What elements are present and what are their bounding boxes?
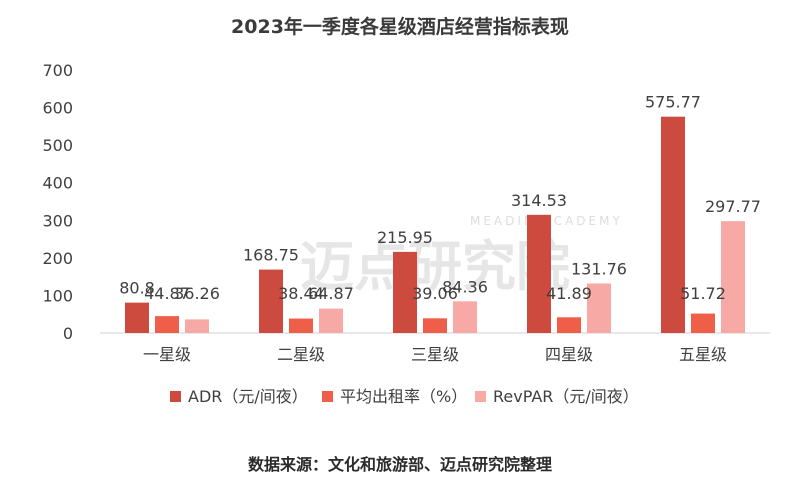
legend-swatch-2 xyxy=(322,391,333,402)
x-tick-label: 五星级 xyxy=(679,345,727,364)
legend-swatch-3 xyxy=(475,391,486,402)
data-label: 215.95 xyxy=(377,228,433,247)
y-tick-label: 700 xyxy=(42,61,73,80)
legend-swatch-1 xyxy=(170,391,181,402)
data-label: 314.53 xyxy=(511,191,567,210)
y-tick-label: 100 xyxy=(42,286,73,305)
bar-1-2 xyxy=(259,269,283,333)
y-tick-label: 500 xyxy=(42,136,73,155)
source-note: 数据来源：文化和旅游部、迈点研究院整理 xyxy=(248,455,552,474)
bar-1-5 xyxy=(661,116,685,333)
x-tick-label: 一星级 xyxy=(143,345,191,364)
data-label: 131.76 xyxy=(571,259,627,278)
data-label: 297.77 xyxy=(705,197,761,216)
bar-2-4 xyxy=(557,317,581,333)
data-label: 41.89 xyxy=(546,284,592,303)
bar-1-4 xyxy=(527,214,551,333)
y-tick-label: 0 xyxy=(63,324,73,343)
legend-label-1: ADR（元/间夜） xyxy=(188,387,308,406)
x-tick-label: 四星级 xyxy=(545,345,593,364)
legend: ADR（元/间夜） 平均出租率（%） RevPAR（元/间夜） xyxy=(170,387,639,406)
bar-2-1 xyxy=(155,316,179,333)
bar-2-3 xyxy=(423,318,447,333)
data-label: 36.26 xyxy=(174,284,220,303)
data-label: 38.44 xyxy=(278,284,324,303)
chart-title: 2023年一季度各星级酒店经营指标表现 xyxy=(231,15,569,38)
bar-3-4 xyxy=(587,283,611,333)
x-tick-label: 三星级 xyxy=(411,345,459,364)
y-tick-label: 300 xyxy=(42,211,73,230)
y-axis: 0 100 200 300 400 500 600 700 xyxy=(42,61,73,343)
y-tick-label: 400 xyxy=(42,174,73,193)
bar-3-2 xyxy=(319,308,343,333)
data-label: 168.75 xyxy=(243,246,299,265)
bar-2-2 xyxy=(289,318,313,333)
data-label: 44.87 xyxy=(144,284,190,303)
watermark-text: 迈点研究院 xyxy=(300,235,570,298)
bar-3-5 xyxy=(721,221,745,333)
bar-1-3 xyxy=(393,251,417,333)
data-label: 84.36 xyxy=(442,277,488,296)
y-tick-label: 600 xyxy=(42,99,73,118)
bar-3-1 xyxy=(185,319,209,333)
data-label: 575.77 xyxy=(645,93,701,112)
x-tick-label: 二星级 xyxy=(277,345,325,364)
bar-3-3 xyxy=(453,301,477,333)
bars xyxy=(125,116,745,333)
bar-1-1 xyxy=(125,302,149,333)
y-tick-label: 200 xyxy=(42,249,73,268)
data-label: 51.72 xyxy=(680,284,726,303)
legend-label-3: RevPAR（元/间夜） xyxy=(493,387,639,406)
bar-2-5 xyxy=(691,313,715,333)
x-axis: 一星级 二星级 三星级 四星级 五星级 xyxy=(143,345,727,364)
data-label: 80.8 xyxy=(119,279,155,298)
data-label: 64.87 xyxy=(308,284,354,303)
data-label: 39.06 xyxy=(412,284,458,303)
legend-label-2: 平均出租率（%） xyxy=(340,387,467,406)
